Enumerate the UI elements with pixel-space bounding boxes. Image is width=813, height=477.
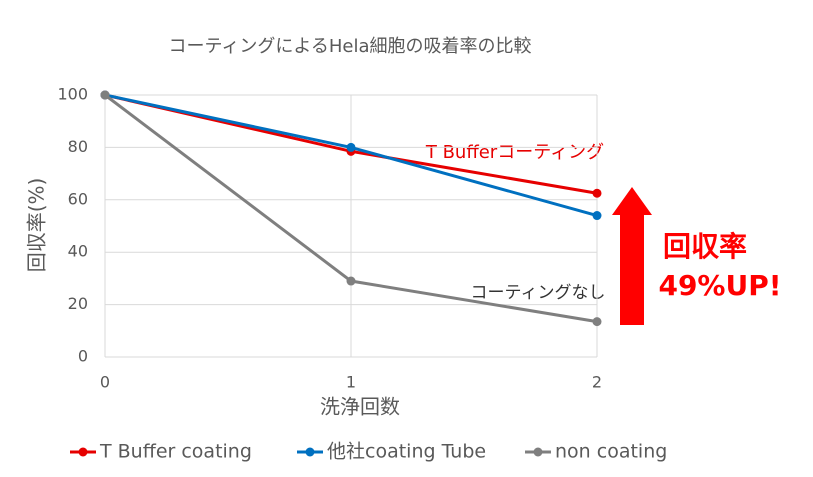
x-tick-label: 1: [346, 373, 356, 392]
point: [592, 317, 602, 327]
y-tick-label: 0: [78, 347, 88, 366]
x-tick-label: 0: [100, 373, 110, 392]
legend-label: non coating: [555, 441, 667, 463]
legend-label: T Buffer coating: [99, 441, 252, 463]
annotation: コーティングなし: [471, 283, 606, 303]
arrow: [612, 187, 652, 325]
legend-marker: [533, 447, 543, 457]
callout: 49%UP!: [658, 269, 781, 302]
y-axis-label: 回収率(%): [25, 178, 49, 273]
legend-marker: [78, 447, 88, 457]
point: [346, 142, 356, 152]
callout: 回収率: [663, 230, 747, 263]
legend-label: 他社coating Tube: [327, 441, 486, 463]
y-tick-label: 100: [57, 85, 88, 104]
y-tick-label: 80: [68, 137, 88, 156]
annotation: T Bufferコーティング: [425, 142, 604, 163]
point: [592, 188, 602, 198]
y-tick-label: 40: [68, 242, 88, 261]
legend-marker: [305, 447, 315, 457]
point: [100, 90, 110, 100]
point: [592, 211, 602, 221]
y-tick-label: 20: [68, 294, 88, 313]
y-tick-label: 60: [68, 189, 88, 208]
point: [346, 276, 356, 286]
x-axis-label: 洗浄回数: [320, 395, 400, 419]
chart-title: コーティングによるHela細胞の吸着率の比較: [168, 36, 531, 57]
x-tick-label: 2: [592, 373, 602, 392]
